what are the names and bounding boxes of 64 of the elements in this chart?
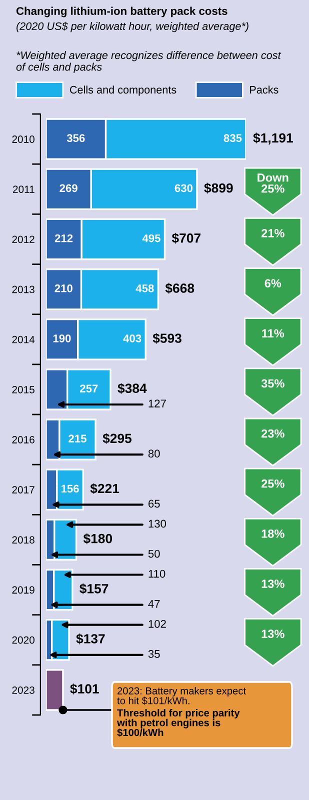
text: 25% <box>261 479 284 488</box>
data-label: 130 <box>148 520 166 528</box>
total-label: $707 <box>172 232 200 244</box>
text: 13% <box>262 630 284 638</box>
chart-subtitle: (2020 US$ per kilowatt hour, weighted average*) <box>16 22 248 32</box>
total-label: $180 <box>83 533 112 544</box>
text: 11% <box>262 329 284 338</box>
y-tick-label: 2010 <box>12 136 34 143</box>
data-label: 156 <box>61 484 79 493</box>
total-label: $384 <box>118 383 147 394</box>
total-label: $295 <box>102 433 132 444</box>
data-label: 80 <box>148 450 160 458</box>
total-label: $899 <box>204 182 233 194</box>
data-label: 110 <box>148 570 166 578</box>
data-label: 65 <box>148 500 160 508</box>
data-label: 356 <box>66 134 85 142</box>
total-label: $668 <box>165 282 194 294</box>
data-label: 50 <box>148 550 160 558</box>
data-label: 47 <box>148 600 160 608</box>
y-tick-label: 2023 <box>12 686 34 694</box>
data-label: 835 <box>224 134 242 142</box>
data-label: 403 <box>123 334 142 342</box>
data-label: 257 <box>80 384 98 392</box>
data-label: 495 <box>142 234 160 242</box>
data-label: 127 <box>148 400 166 408</box>
y-tick-label: 2012 <box>12 236 34 244</box>
data-label: 102 <box>148 620 166 628</box>
total-label: $157 <box>80 583 108 594</box>
total-label: $1,191 <box>253 132 293 144</box>
y-tick-label: 2014 <box>12 336 35 344</box>
y-tick-label: 2016 <box>12 436 34 444</box>
data-label: 190 <box>53 334 71 342</box>
annotation: Threshold for price parity with petrol engines is $100/kWh <box>116 709 240 737</box>
annotation: 2023: Battery makers expect to hit $101/kWh. <box>117 687 246 705</box>
data-label: 210 <box>54 284 72 292</box>
chart-title: Changing lithium-ion battery pack costs <box>16 6 228 18</box>
text: 35% <box>261 379 284 388</box>
data-label: 212 <box>54 234 73 242</box>
legend-label: Packs <box>250 86 278 94</box>
text: 21% <box>261 229 284 238</box>
text: 23% <box>261 429 284 438</box>
legend-label: Cells and components <box>70 86 176 96</box>
total-label: $593 <box>152 332 182 344</box>
total-label: $101 <box>70 684 99 694</box>
data-label: 630 <box>174 184 193 192</box>
text: 6% <box>264 279 282 288</box>
y-tick-label: 2015 <box>12 386 34 394</box>
text: Down 25% <box>258 174 288 193</box>
y-tick-label: 2019 <box>12 586 34 594</box>
y-tick-label: 2011 <box>13 186 34 193</box>
data-label: 215 <box>68 434 86 443</box>
y-tick-label: 2020 <box>12 636 34 644</box>
text: 13% <box>262 580 284 588</box>
y-tick-label: 2017 <box>12 486 34 494</box>
data-label: 269 <box>60 184 78 192</box>
data-label: 458 <box>136 284 154 292</box>
data-label: 35 <box>148 650 160 658</box>
total-label: $221 <box>90 483 120 494</box>
text: *Weighted average recognizes difference between cost of cells and packs <box>16 51 282 73</box>
y-tick-label: 2018 <box>12 536 34 544</box>
bar <box>46 669 64 711</box>
text: 18% <box>262 530 284 538</box>
total-label: $137 <box>76 633 105 644</box>
y-tick-label: 2013 <box>12 286 34 294</box>
